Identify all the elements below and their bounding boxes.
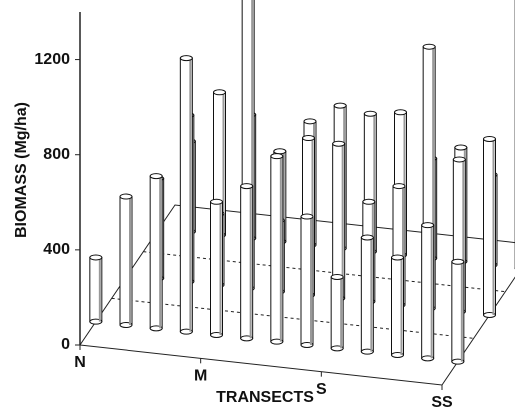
- cylinder-top: [451, 258, 465, 265]
- cylinder: [300, 213, 314, 348]
- cylinder-top: [302, 135, 315, 142]
- cylinder-top: [363, 110, 377, 117]
- cylinder: [451, 258, 465, 365]
- cylinder-shade: [430, 225, 433, 359]
- cylinder-top: [300, 213, 314, 220]
- cylinder-shade: [251, 0, 254, 289]
- cylinder-top: [119, 193, 133, 200]
- cylinder-shade: [279, 156, 282, 342]
- cylinder-top: [360, 234, 374, 241]
- y-tick-label: 1200: [34, 51, 70, 68]
- cylinder-top: [391, 254, 404, 261]
- cylinder: [179, 55, 193, 335]
- x-tick-label: M: [194, 368, 207, 385]
- cylinder-shade: [370, 237, 373, 352]
- cylinder-top: [452, 156, 466, 163]
- cylinder-shade: [492, 138, 495, 315]
- cylinder-top: [273, 148, 287, 155]
- x-tick-label: S: [316, 381, 327, 398]
- cylinder-top: [454, 144, 468, 151]
- cylinder: [210, 198, 223, 338]
- cylinder-top: [332, 140, 346, 147]
- cylinder-shade: [460, 261, 463, 362]
- cylinder-top: [422, 43, 436, 50]
- y-tick-label: 400: [43, 241, 70, 258]
- cylinder: [360, 234, 374, 355]
- floor-row-line: [111, 297, 474, 339]
- cylinder-shade: [310, 216, 312, 345]
- cylinder-top: [421, 222, 435, 229]
- cylinder-shade: [282, 151, 285, 242]
- cylinder-top: [362, 198, 376, 205]
- cylinder-shade: [219, 201, 222, 335]
- cylinder-shade: [341, 143, 344, 299]
- cylinder: [240, 183, 254, 342]
- cylinder-shade: [159, 176, 162, 329]
- cylinder-top: [240, 183, 254, 190]
- cylinder-shade: [402, 186, 404, 305]
- cylinder-top: [392, 183, 406, 190]
- y-tick-label: 800: [43, 146, 70, 163]
- cylinder-shade: [432, 46, 435, 309]
- cylinder-top: [213, 89, 226, 96]
- cylinder: [330, 273, 344, 352]
- cylinder: [483, 135, 496, 318]
- cylinder-shade: [403, 112, 406, 256]
- cylinder-top: [179, 55, 193, 62]
- x-tick-label: SS: [431, 394, 453, 410]
- cylinder-shade: [189, 58, 192, 332]
- cylinder: [119, 193, 133, 328]
- cylinder-top: [270, 153, 284, 160]
- cylinder-top: [89, 254, 103, 261]
- cylinder-top: [210, 198, 223, 205]
- cylinder-shade: [340, 276, 343, 349]
- cylinder-top: [333, 102, 347, 109]
- cylinder-shade: [373, 113, 376, 252]
- cylinder-shade: [222, 92, 225, 236]
- cylinder: [391, 254, 404, 358]
- floor-row-line: [143, 251, 506, 293]
- cylinder-top: [149, 173, 163, 180]
- cylinder: [270, 153, 284, 345]
- cylinder-top: [330, 273, 344, 280]
- floor: [79, 204, 515, 386]
- cylinder: [421, 222, 435, 362]
- y-axis-label: BIOMASS (Mg/ha): [13, 102, 30, 238]
- cylinder-shade: [462, 159, 465, 312]
- cylinder-shade: [249, 186, 252, 339]
- cylinder: [89, 254, 103, 325]
- y-tick-label: 0: [61, 336, 70, 353]
- cylinder-shade: [98, 257, 101, 322]
- cylinder-shade: [129, 196, 131, 325]
- x-axis-label: TRANSECTS: [216, 389, 314, 406]
- cylinder-top: [303, 118, 317, 125]
- cylinder-top: [394, 109, 407, 116]
- x-tick-label: N: [74, 354, 86, 371]
- cylinder-top: [483, 135, 496, 142]
- cylinder: [149, 173, 163, 332]
- cylinder-shade: [400, 257, 403, 355]
